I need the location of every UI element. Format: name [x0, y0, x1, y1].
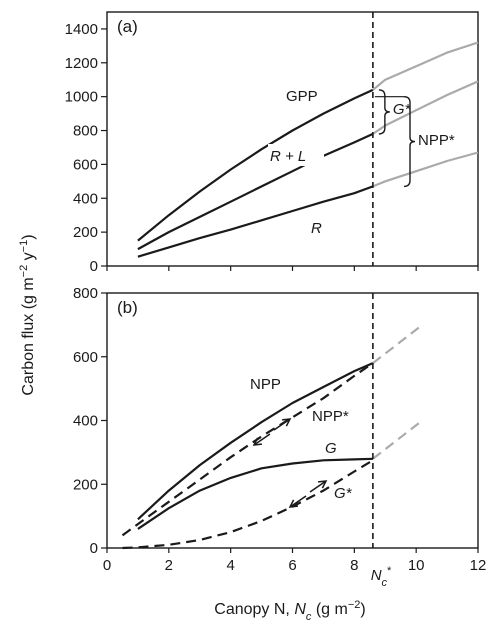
label-g-star: G* — [393, 101, 412, 118]
arrow-g-right-head — [317, 480, 328, 489]
arrow-g-left-head — [288, 499, 299, 508]
y-tick-label: 200 — [73, 476, 98, 493]
x-axis-title-part: (g m — [311, 601, 347, 618]
series-line-gpp — [137, 88, 374, 242]
x-tick-label: 6 — [288, 557, 296, 574]
y-axis-title-part: ) — [20, 234, 37, 239]
label-npp: NPP — [250, 376, 281, 393]
x-tick-label: 12 — [470, 557, 487, 574]
x-axis-title-sup: −2 — [348, 599, 361, 611]
nc-star-label: Nc* — [371, 565, 392, 589]
extension-line — [372, 151, 479, 188]
label-npp-star: NPP* — [418, 132, 455, 149]
label-r-plus-l: R + L — [270, 148, 306, 165]
arrow-g-left — [289, 495, 307, 508]
x-tick-label: 4 — [226, 557, 234, 574]
x-axis-title-part: ) — [360, 601, 365, 618]
y-tick-label: 600 — [73, 349, 98, 366]
y-tick-label: 0 — [90, 540, 98, 557]
arrow-g-right — [309, 480, 327, 493]
y-tick-label: 400 — [73, 413, 98, 430]
nc-star-sub: c — [382, 577, 388, 589]
label-gpp: GPP — [286, 88, 318, 105]
y-tick-label: 200 — [73, 224, 98, 241]
y-axis-title-sup: −1 — [18, 240, 30, 253]
y-tick-label: 1400 — [65, 21, 98, 38]
y-tick-label: 600 — [73, 156, 98, 173]
x-tick-label: 2 — [165, 557, 173, 574]
arrow-npp-right-head — [281, 418, 292, 427]
extension-line — [372, 419, 423, 460]
label-background — [417, 128, 475, 150]
arrow-npp-left — [253, 433, 271, 446]
panel-a: 0 200 400 600 800 1000 1200 1400 (a) GPP R + L R G* N… — [65, 11, 479, 275]
series-line-r-l — [137, 132, 374, 251]
x-axis-title: Canopy N, Nc (g m−2) — [214, 599, 365, 620]
g-star-brace — [378, 89, 390, 135]
y-tick-label: 1200 — [65, 55, 98, 72]
label-g-star-b: G* — [334, 485, 353, 502]
y-axis-title-part: Carbon flux (g m — [20, 277, 37, 395]
x-tick-label: 10 — [408, 557, 425, 574]
x-tick-label: 8 — [350, 557, 358, 574]
label-g: G — [325, 440, 337, 457]
label-background — [308, 216, 326, 238]
plot-frame — [106, 292, 479, 549]
y-tick-label: 800 — [73, 123, 98, 140]
x-axis-title-sub: c — [306, 611, 312, 620]
x-axis-title-var: N — [294, 601, 306, 618]
label-npp-star-b: NPP* — [312, 408, 349, 425]
nc-star-var: N — [371, 567, 382, 584]
extension-line — [372, 324, 423, 364]
panel-label: (b) — [117, 298, 138, 317]
arrow-npp-right — [273, 418, 291, 431]
y-axis-title-part: y — [20, 252, 37, 264]
label-background — [268, 144, 324, 166]
nc-star-sup: * — [387, 565, 392, 577]
series-line-r — [137, 185, 374, 258]
extension-line — [372, 80, 479, 135]
y-axis-title: Carbon flux (g m−2 y−1) — [18, 234, 37, 395]
y-tick-label: 400 — [73, 190, 98, 207]
panel-label: (a) — [117, 17, 138, 36]
x-tick-label: 0 — [103, 557, 111, 574]
y-tick-label: 800 — [73, 285, 98, 302]
y-axis-title-sup: −2 — [18, 265, 30, 278]
y-tick-label: 1000 — [65, 89, 98, 106]
y-tick-label: 0 — [90, 258, 98, 275]
panel-b: 0 200 400 600 800 0 2 4 6 8 10 12 (b) NPP NPP* G G* — [73, 285, 486, 574]
series-line-g — [137, 457, 373, 530]
arrow-npp-left-head — [252, 437, 263, 446]
series-line-g — [122, 459, 374, 550]
series-line-npp — [137, 362, 374, 521]
extension-line — [372, 41, 479, 91]
npp-star-brace — [403, 95, 416, 188]
x-axis-title-part: Canopy N, — [214, 601, 294, 618]
series-line-npp — [121, 362, 374, 537]
label-r: R — [311, 220, 322, 237]
